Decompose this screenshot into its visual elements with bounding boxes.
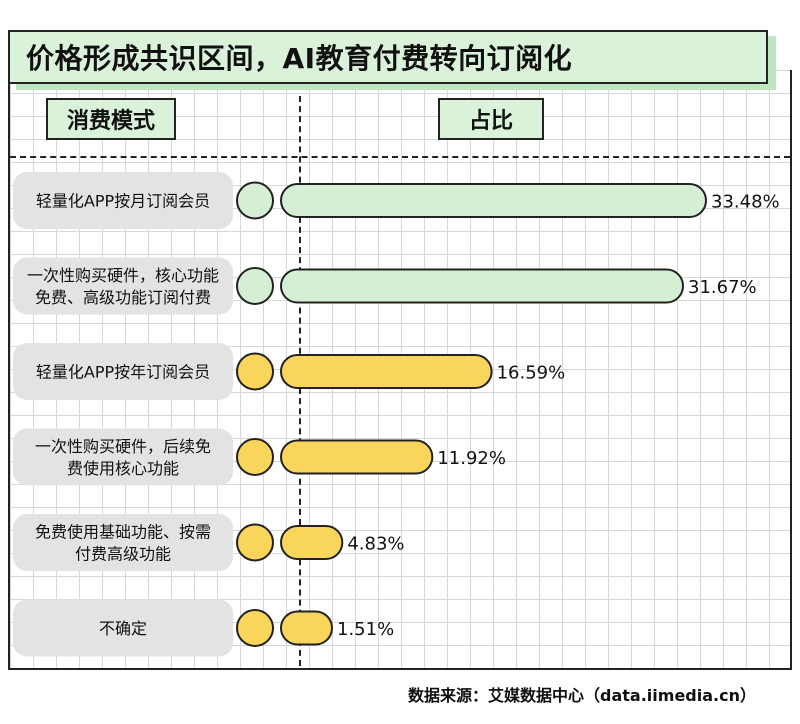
category-label: 免费使用基础功能、按需 [35, 523, 211, 542]
header-divider [10, 156, 790, 158]
category-label-box [13, 343, 233, 400]
page-title: 价格形成共识区间，AI教育付费转向订阅化 [26, 42, 573, 75]
category-label: 付费高级功能 [75, 545, 171, 564]
category-label: 轻量化APP按月订阅会员 [36, 192, 210, 211]
bar [280, 610, 333, 646]
category-label-box [13, 428, 233, 486]
category-label: 一次性购买硬件，核心功能 [27, 266, 219, 285]
value-label: 16.59% [497, 363, 566, 384]
category-label-box [13, 599, 233, 657]
category-label-box [13, 172, 233, 229]
bar-marker-dot [236, 267, 274, 305]
bar [280, 439, 434, 475]
value-label: 33.48% [711, 192, 780, 213]
value-label: 11.92% [437, 448, 506, 469]
category-label: 轻量化APP按年订阅会员 [36, 363, 210, 382]
bar [280, 268, 685, 304]
value-label: 1.51% [337, 619, 394, 640]
bar-marker-dot [236, 181, 274, 220]
bar [280, 525, 344, 560]
title-banner: 价格形成共识区间，AI教育付费转向订阅化 [8, 30, 768, 84]
bar-marker-dot [236, 352, 274, 391]
column-header-share: 占比 [438, 98, 544, 140]
category-label: 费使用核心功能 [67, 459, 179, 478]
bar-marker-dot [236, 438, 274, 476]
category-label: 不确定 [99, 619, 147, 638]
bar [280, 183, 707, 218]
category-label: 免费、高级功能订阅付费 [35, 288, 211, 307]
category-label-box [13, 257, 233, 315]
category-label-box [13, 514, 233, 571]
source-note: 数据来源：艾媒数据中心（data.iimedia.cn） [408, 686, 756, 705]
value-label: 31.67% [688, 277, 757, 298]
bar-marker-dot [236, 523, 274, 562]
bar-marker-dot [236, 609, 274, 647]
column-header-mode: 消费模式 [46, 98, 176, 140]
category-label: 一次性购买硬件，后续免 [35, 437, 211, 456]
value-label: 4.83% [347, 534, 404, 555]
bar [280, 354, 493, 389]
